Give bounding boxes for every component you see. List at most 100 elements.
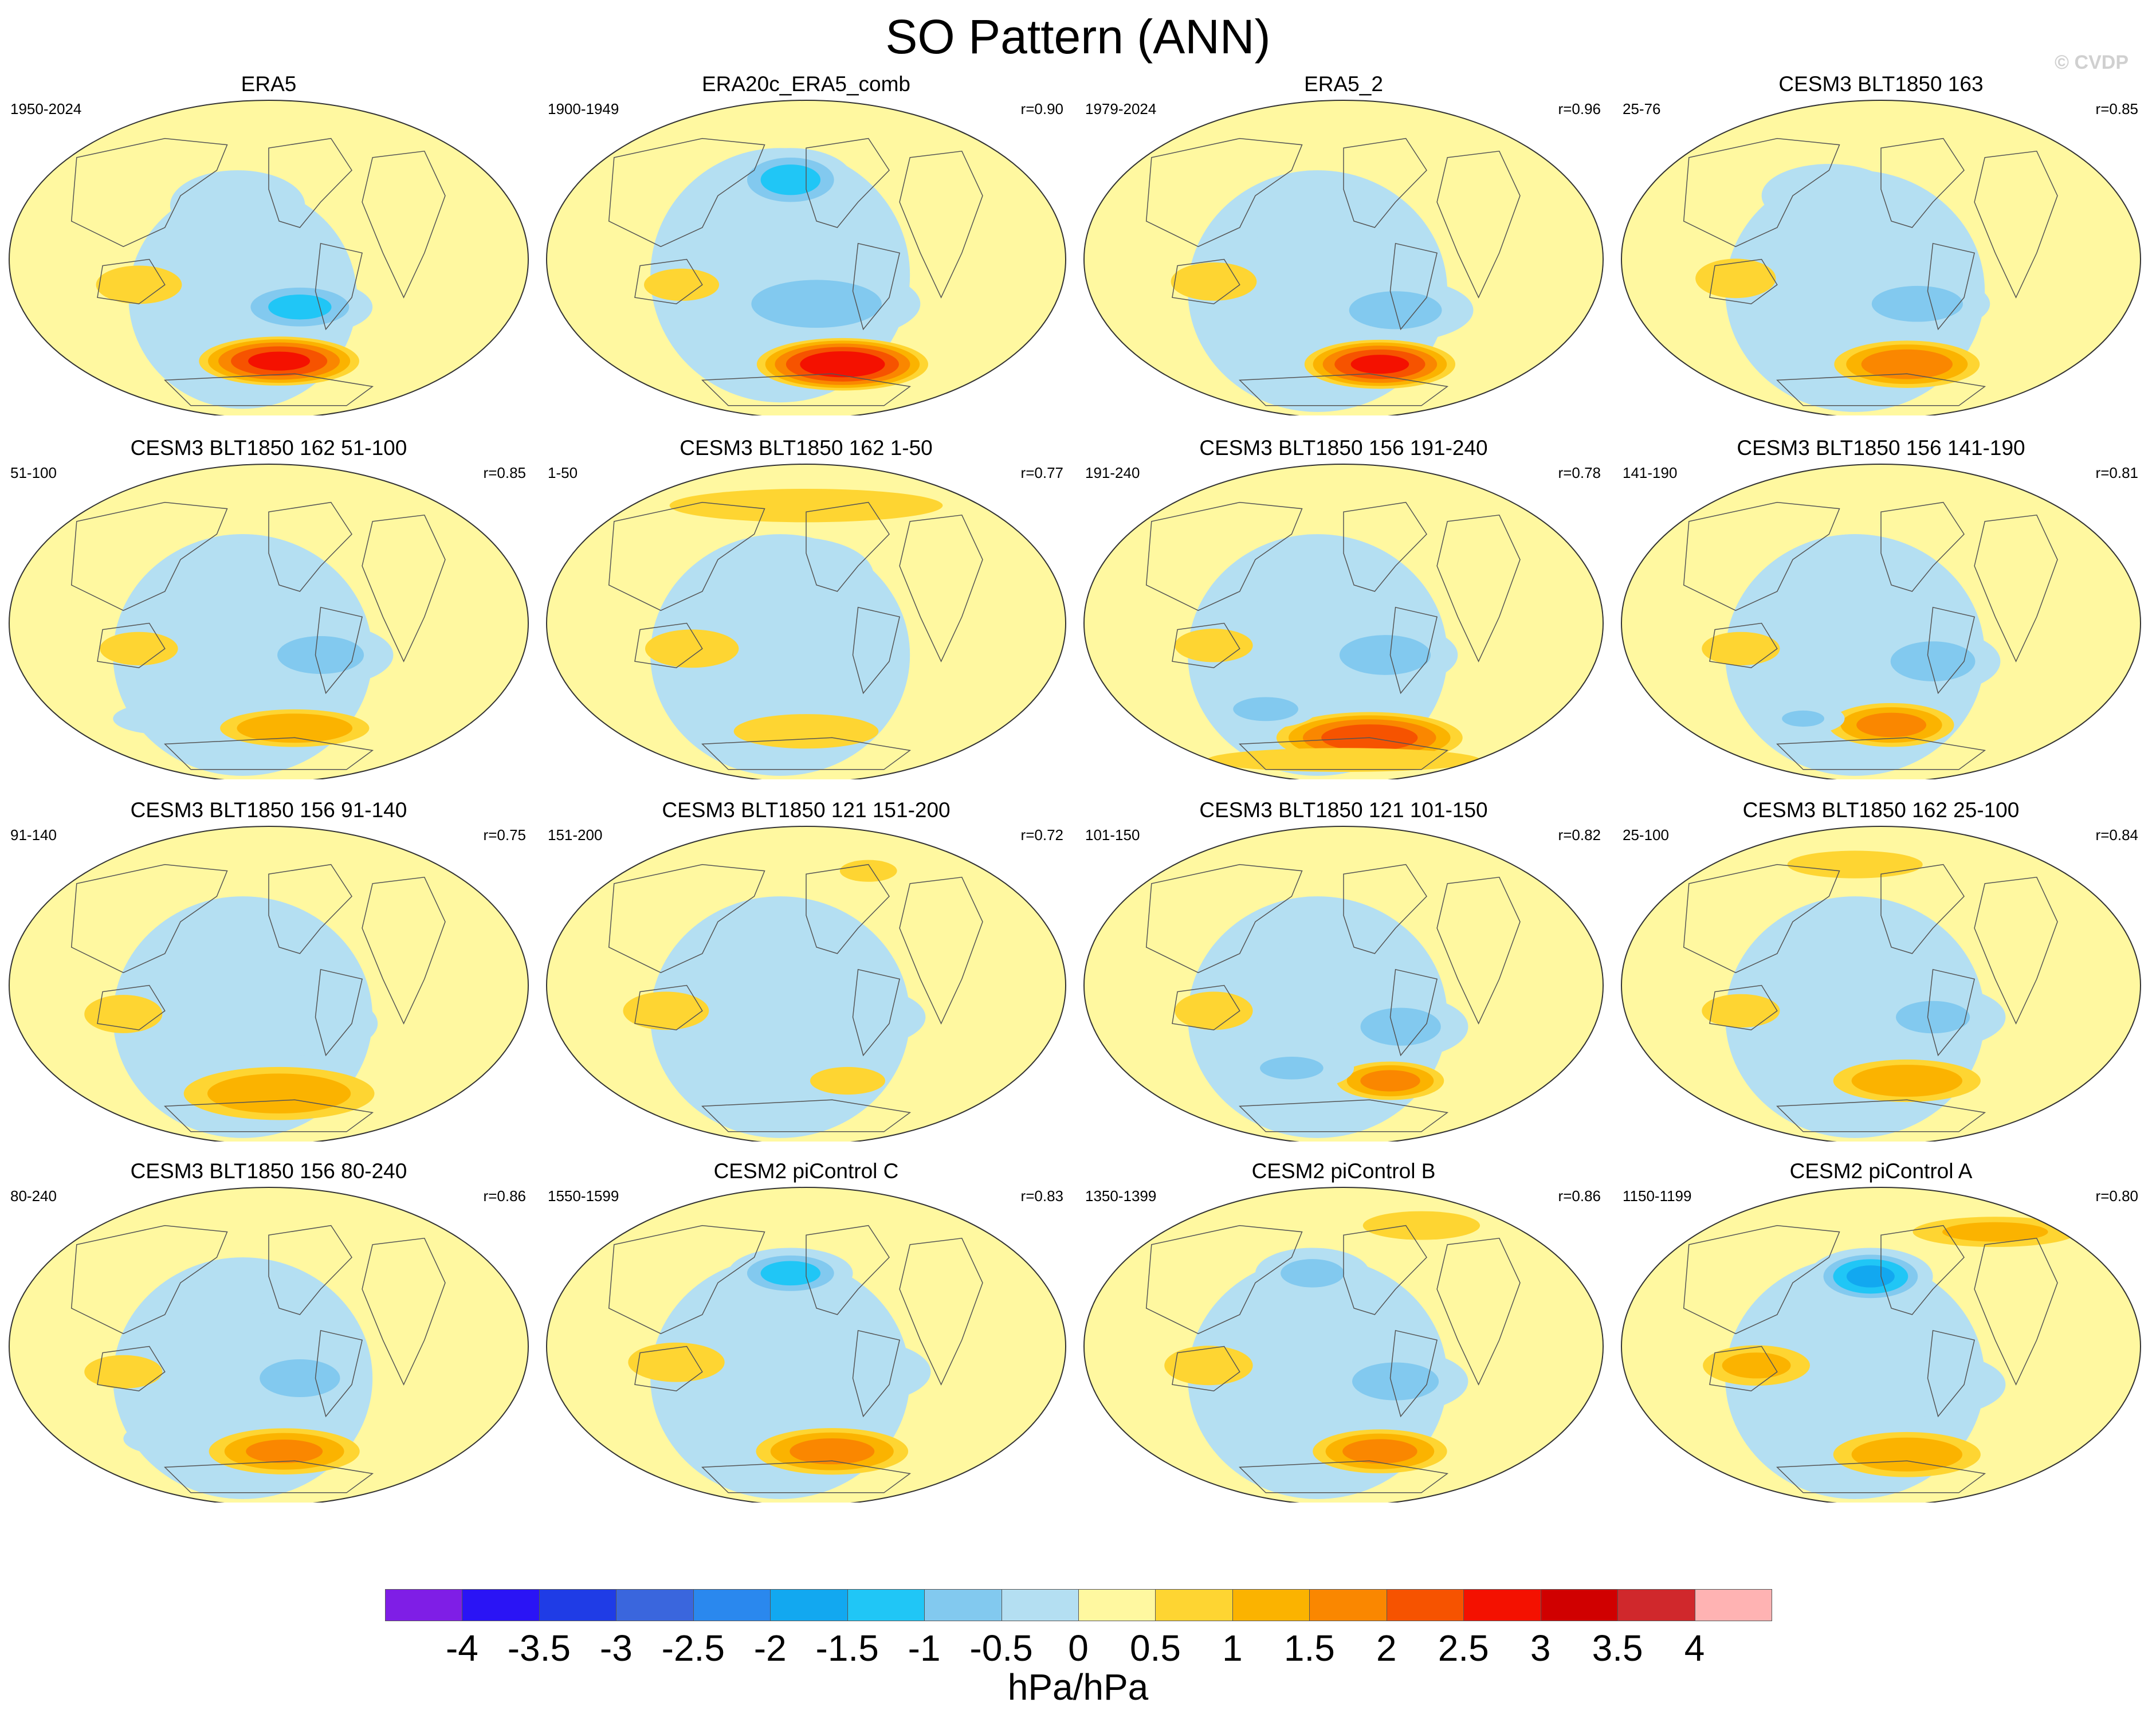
map-border xyxy=(9,464,529,779)
map-border xyxy=(9,826,529,1142)
map-border xyxy=(1083,464,1604,779)
colorbar-tick-label: 3 xyxy=(1530,1627,1551,1669)
colorbar-box xyxy=(539,1589,617,1621)
panel-period: 80-240 xyxy=(10,1187,57,1205)
positive-anomaly-contour xyxy=(1702,632,1780,666)
negative-anomaly-contour xyxy=(1352,1362,1439,1401)
coastline xyxy=(268,1225,352,1315)
colorbar-box xyxy=(1386,1589,1464,1621)
coastline xyxy=(362,876,446,1025)
positive-anomaly-contour xyxy=(1342,1439,1417,1464)
coastline xyxy=(1389,968,1438,1057)
negative-anomaly-contour xyxy=(697,577,864,733)
coastline xyxy=(1389,1329,1438,1418)
coastline xyxy=(1776,1099,1986,1132)
coastline xyxy=(1172,622,1240,668)
coastline xyxy=(899,1237,983,1386)
negative-anomaly-contour xyxy=(787,993,908,1042)
negative-anomaly-contour xyxy=(159,577,327,733)
positive-anomaly-contour xyxy=(84,995,163,1033)
negative-anomaly-contour xyxy=(1807,541,1903,591)
panel-correlation: r=0.85 xyxy=(483,464,526,481)
panel-map xyxy=(9,1187,529,1503)
map-border xyxy=(9,1187,529,1503)
panel-period: 1979-2024 xyxy=(1085,100,1157,117)
positive-anomaly-contour xyxy=(1350,355,1409,374)
negative-anomaly-contour xyxy=(1772,939,1939,1095)
coastline xyxy=(362,1237,446,1386)
panel-correlation: r=0.86 xyxy=(483,1187,526,1205)
coastline xyxy=(634,258,703,304)
panel-period: 151-200 xyxy=(548,826,603,844)
coastline xyxy=(1436,1237,1521,1386)
map-border xyxy=(546,1187,1066,1503)
coastline xyxy=(362,514,446,662)
coastline xyxy=(1927,968,1976,1057)
colorbar-tick-label: -0.5 xyxy=(969,1627,1033,1669)
coastline xyxy=(164,1099,374,1132)
negative-anomaly-contour xyxy=(277,636,364,674)
positive-anomaly-contour xyxy=(1942,1222,2048,1242)
map-panel: r=0.77 CESM3 BLT1850 162 1-50 1-50 xyxy=(537,436,1075,779)
coastline xyxy=(1709,258,1778,304)
map-border xyxy=(546,826,1066,1142)
colorbar-box xyxy=(770,1589,848,1621)
colorbar-tick-label: -1.5 xyxy=(815,1627,879,1669)
panel-map xyxy=(1621,1187,2141,1503)
negative-anomaly-contour xyxy=(1339,635,1431,675)
colorbar-box xyxy=(693,1589,771,1621)
coastline xyxy=(701,1460,912,1493)
panel-correlation: r=0.80 xyxy=(2095,1187,2138,1205)
positive-anomaly-contour xyxy=(237,713,353,743)
positive-anomaly-contour xyxy=(84,1355,163,1389)
coastline xyxy=(608,1225,765,1335)
panel-title: CESM3 BLT1850 162 1-50 xyxy=(680,436,933,460)
colorbar-box xyxy=(385,1589,463,1621)
coastline xyxy=(1145,138,1303,248)
map-panel: r=0.72 CESM3 BLT1850 121 151-200 151-200 xyxy=(537,798,1075,1142)
coastline xyxy=(1974,150,2058,299)
coastline xyxy=(1343,138,1427,228)
coastline xyxy=(1776,1460,1986,1493)
negative-anomaly-contour xyxy=(192,542,294,590)
coastline xyxy=(806,864,890,954)
colorbar-box xyxy=(1232,1589,1310,1621)
panel-title: CESM3 BLT1850 162 51-100 xyxy=(130,436,407,460)
positive-anomaly-contour xyxy=(628,1342,725,1382)
panel-correlation: r=0.78 xyxy=(1558,464,1601,481)
negative-anomaly-contour xyxy=(1233,697,1298,721)
colorbar-tick-label: -3.5 xyxy=(507,1627,571,1669)
coastline xyxy=(1239,373,1449,406)
coastline xyxy=(1880,864,1965,954)
coastline xyxy=(806,1225,890,1315)
negative-anomaly-contour xyxy=(194,908,292,955)
coastline xyxy=(1436,876,1521,1025)
colorbar-box xyxy=(462,1589,540,1621)
colorbar-box xyxy=(847,1589,925,1621)
colorbar-box xyxy=(1463,1589,1541,1621)
negative-anomaly-contour xyxy=(1871,285,1963,322)
panel-map xyxy=(546,100,1066,415)
panel-period: 91-140 xyxy=(10,826,57,844)
coastline xyxy=(70,138,228,248)
positive-anomaly-contour xyxy=(1164,1346,1253,1386)
coastline xyxy=(1343,864,1427,954)
negative-anomaly-contour xyxy=(1890,641,1976,681)
panel-map xyxy=(546,464,1066,779)
coastline xyxy=(362,150,446,299)
coastline xyxy=(97,985,166,1030)
coastline xyxy=(1239,1099,1449,1132)
coastline xyxy=(97,258,166,304)
panel-correlation: r=0.83 xyxy=(1020,1187,1063,1205)
coastline xyxy=(852,1329,901,1418)
panel-title: ERA5_2 xyxy=(1304,72,1383,96)
coastline xyxy=(1974,1237,2058,1386)
coastline xyxy=(1880,138,1965,228)
coastline xyxy=(268,501,352,592)
coastline xyxy=(268,138,352,228)
panel-title: CESM3 BLT1850 156 141-190 xyxy=(1737,436,2025,460)
negative-anomaly-contour xyxy=(1876,1360,1989,1410)
map-panel: r=0.84 CESM3 BLT1850 162 25-100 25-100 xyxy=(1612,798,2150,1142)
negative-anomaly-contour xyxy=(187,179,289,232)
positive-anomaly-contour xyxy=(1722,1352,1791,1379)
